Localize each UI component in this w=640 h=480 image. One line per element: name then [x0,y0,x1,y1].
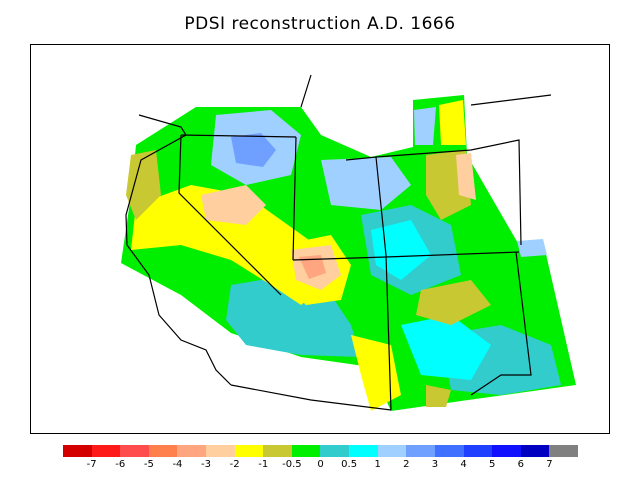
colorbar-label: 7 [546,459,553,470]
colorbar-swatch [206,445,235,457]
colorbar-swatch [549,445,578,457]
pdsi-field-lightblue-wy [414,107,436,145]
colorbar-label: -0.5 [282,459,302,470]
boundary-wy [375,139,522,246]
colorbar-swatch [463,445,493,457]
colorbar-swatch [91,445,121,457]
pdsi-field-yellow-south [351,335,401,411]
colorbar-label: 6 [517,459,524,470]
colorbar-label: 2 [403,459,410,470]
boundary-ca-nv [178,134,282,296]
colorbar-label: 1 [374,459,381,470]
pdsi-field-lightblue-ne [321,157,411,210]
pdsi-field-orange-ut [299,255,326,279]
colorbar-swatch [434,445,464,457]
colorbar-swatch [234,445,264,457]
colorbar-label: -1 [258,459,269,470]
boundary-az-mx [230,384,392,411]
colorbar-label: 0.5 [341,459,358,470]
colorbar-swatch [263,445,292,457]
colorbar-swatch [291,445,321,457]
colorbar-label: 3 [431,459,439,470]
colorbar-label: 0 [317,459,324,470]
colorbar-swatch [520,445,550,457]
colorbar-swatch [492,445,521,457]
pdsi-field-tan-wy [456,153,476,200]
pdsi-field-cyan-south [401,315,491,380]
boundary-mt [300,74,552,108]
colorbar-swatch [406,445,435,457]
colorbar-swatch [349,445,378,457]
state-boundaries [125,74,552,411]
pdsi-field-olive-nm [416,280,491,325]
pdsi-field-lightblue-edge [517,239,547,257]
colorbar-swatch [148,445,178,457]
colorbar-label: 4 [460,459,467,470]
pdsi-field-tan-nv [201,185,266,225]
colorbar-swatch [377,445,407,457]
pdsi-field-olive-west [126,150,161,220]
colorbar-label: -5 [143,459,154,470]
boundary-az-nm [385,254,392,411]
pdsi-field-olive-south [426,385,451,407]
pdsi-map-frame [30,44,610,434]
colorbar-label: -7 [86,459,97,470]
colorbar-label: -4 [172,459,183,470]
pdsi-map [121,74,576,411]
colorbar-label: -3 [201,459,212,470]
colorbar-label: -2 [229,459,240,470]
boundary-ut-az [292,256,387,261]
colorbar-swatch [320,445,350,457]
pdsi-field-yellow-nv [131,185,326,305]
colorbar-swatch [177,445,207,457]
pdsi-field-yellow-wy [439,100,466,145]
colorbar-labels: -7 -6 -5 -4 -3 -2 -1 -0.5 0 0.5 1 2 3 4 5 6 7 [63,459,578,473]
boundary-nv-ut [292,136,297,261]
colorbar-swatch [63,445,92,457]
coastline [125,114,232,386]
boundary-co-nm [385,251,520,258]
pdsi-field-blue-core [231,133,276,167]
colorbar [63,445,578,457]
colorbar-swatch [120,445,149,457]
colorbar-label: 5 [488,459,496,470]
colorbar-label: -6 [115,459,126,470]
boundary-or-nv [180,134,297,138]
boundary-nm-tx [470,251,532,396]
map-title: PDSI reconstruction A.D. 1666 [184,14,456,34]
